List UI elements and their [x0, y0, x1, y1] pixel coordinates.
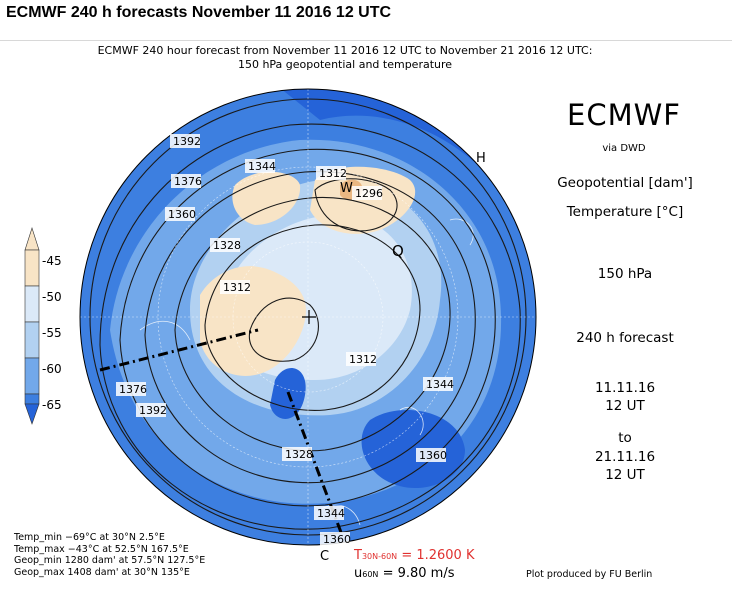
contour-label-1344-e: 1344 [426, 378, 454, 391]
warm-patch-north [310, 166, 416, 234]
from-time: 12 UT [605, 398, 645, 414]
colorbar-swatch-4 [24, 357, 40, 395]
contour-label-1392-w: 1392 [139, 404, 167, 417]
contour-label-1360-e: 1360 [419, 449, 447, 462]
colorbar-tick-1: -45 [42, 254, 62, 268]
to-time: 12 UT [605, 467, 645, 483]
wind-subscript: 60N [362, 570, 379, 579]
colorbar-tick-5: -65 [42, 398, 62, 412]
colorbar-swatch-5 [24, 393, 40, 405]
field-statistics: Temp_min −69°C at 30°N 2.5°E Temp_max −4… [14, 532, 205, 578]
map-title: ECMWF 240 hour forecast from November 11… [40, 44, 650, 72]
low-marker: Q [392, 242, 404, 260]
tdiff-subscript: 30N-60N [361, 552, 398, 561]
colorbar-top-arrow [24, 227, 40, 251]
colorbar-swatch-1 [24, 249, 40, 287]
warm-marker: W [340, 181, 353, 196]
geop-min-stat: Geop_min 1280 dam' at 57.5°N 127.5°E [14, 555, 206, 566]
colorbar-bottom-arrow [24, 403, 40, 425]
contour-labels: 1392 1376 1360 1344 1328 1312 1296 1312 … [116, 134, 454, 546]
colorbar-tick-3: -55 [42, 326, 62, 340]
tdiff-value: = 1.2600 K [401, 548, 475, 563]
contour-label-1344-n: 1344 [248, 160, 276, 173]
temperature-difference: T30N-60N = 1.2600 K [354, 548, 474, 563]
coastlines [139, 218, 474, 526]
contour-label-1360-s: 1360 [323, 533, 351, 546]
zonal-wind: u60N = 9.80 m/s [354, 566, 454, 581]
from-date: 11.11.16 [594, 380, 656, 396]
contour-label-1312-n: 1312 [319, 167, 347, 180]
colorbar-svg: -45 -50 -55 -60 -65 [24, 227, 62, 425]
to-label: to [618, 430, 632, 446]
tdiff-label: T [354, 548, 362, 563]
contour-label-1312-w: 1312 [223, 281, 251, 294]
page-title: ECMWF 240 h forecasts November 11 2016 1… [6, 4, 392, 21]
trough-axis-west [99, 328, 259, 372]
contour-label-1312-e: 1312 [349, 353, 377, 366]
map-border [79, 88, 537, 546]
shade-cold-pocket-2 [361, 410, 465, 489]
high-marker: H [476, 151, 486, 166]
geopotential-label: Geopotential [dam'] [557, 175, 693, 191]
temp-max-stat: Temp_max −43°C at 52.5°N 167.5°E [14, 543, 189, 555]
cold-marker: C [320, 549, 329, 560]
map-title-line1: ECMWF 240 hour forecast from November 11… [97, 44, 593, 57]
colorbar-tick-4: -60 [42, 362, 62, 376]
contour-label-1328-s: 1328 [285, 448, 313, 461]
contour-label-1296: 1296 [355, 187, 383, 200]
pressure-level: 150 hPa [597, 266, 653, 282]
colorbar-swatch-3 [24, 321, 40, 359]
contour-label-1328-w: 1328 [213, 239, 241, 252]
header-divider [0, 40, 732, 41]
brand-logo: ECMWF [567, 98, 681, 132]
warm-patch-nw [232, 171, 301, 225]
forecast-hours: 240 h forecast [576, 330, 674, 346]
via-label: via DWD [602, 143, 646, 154]
wind-value: = 9.80 m/s [382, 566, 455, 581]
polar-map-svg: 1392 1376 1360 1344 1328 1312 1296 1312 … [79, 88, 537, 564]
polar-map: 1392 1376 1360 1344 1328 1312 1296 1312 … [70, 80, 540, 564]
map-title-line2: 150 hPa geopotential and temperature [237, 58, 453, 71]
to-date: 21.11.16 [594, 449, 656, 465]
contour-label-1376-n: 1376 [174, 175, 202, 188]
colorbar-tick-2: -50 [42, 290, 62, 304]
plot-credit: Plot produced by FU Berlin [526, 569, 653, 580]
temperature-colorbar: -45 -50 -55 -60 -65 [22, 226, 88, 426]
geop-max-stat: Geop_max 1408 dam' at 30°N 135°E [14, 566, 190, 578]
contour-label-1376-w: 1376 [119, 383, 147, 396]
wind-label: u [354, 566, 363, 581]
temperature-label: Temperature [°C] [566, 204, 684, 220]
contour-label-1360-n: 1360 [168, 208, 196, 221]
contour-label-1344-s: 1344 [317, 507, 345, 520]
pole-marker [302, 310, 316, 324]
contour-label-1392-n: 1392 [173, 135, 201, 148]
temp-min-stat: Temp_min −69°C at 30°N 2.5°E [14, 532, 165, 543]
colorbar-swatch-2 [24, 285, 40, 323]
